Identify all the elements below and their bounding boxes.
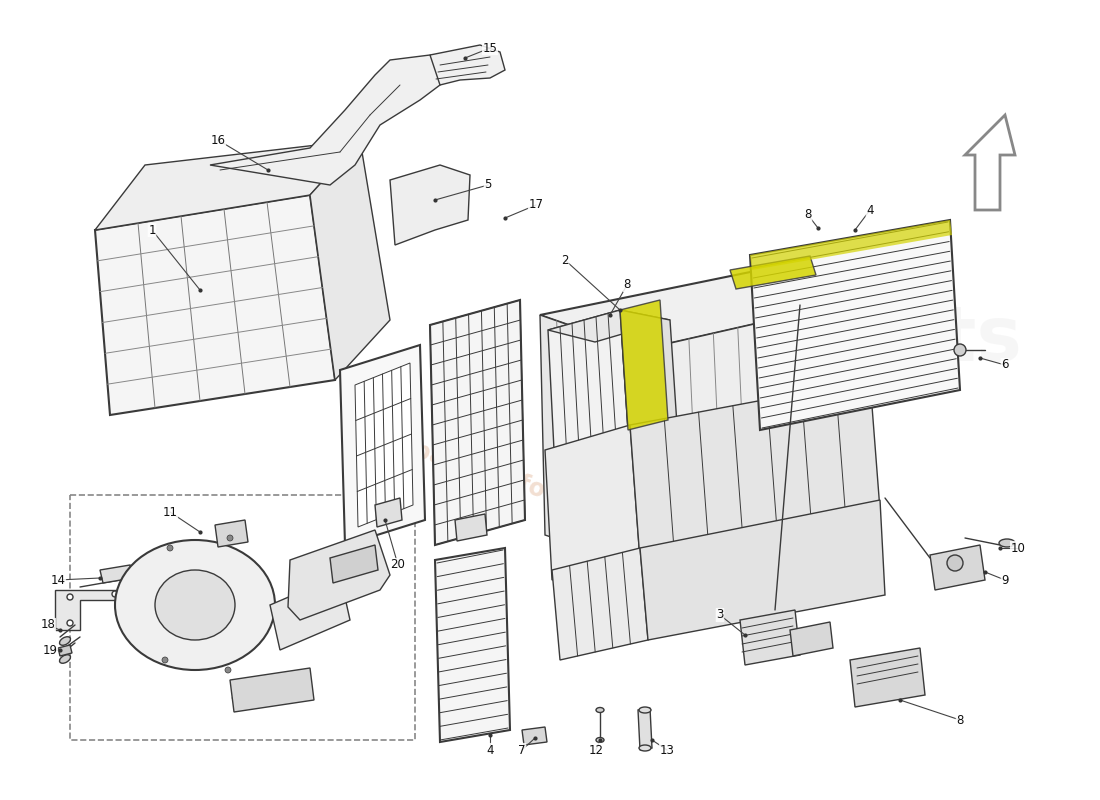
Text: 14: 14 [51, 574, 66, 586]
Polygon shape [95, 140, 360, 230]
Polygon shape [340, 345, 425, 545]
Polygon shape [540, 270, 860, 350]
Text: 8: 8 [804, 209, 812, 222]
Polygon shape [430, 300, 525, 545]
Ellipse shape [596, 738, 604, 742]
Polygon shape [310, 140, 390, 380]
Polygon shape [330, 545, 378, 583]
Circle shape [112, 591, 118, 597]
Text: 10: 10 [1011, 542, 1025, 554]
Circle shape [67, 594, 73, 600]
Circle shape [226, 667, 231, 673]
Ellipse shape [999, 539, 1015, 547]
Polygon shape [630, 380, 880, 560]
Text: 8: 8 [624, 278, 630, 291]
Polygon shape [430, 45, 505, 85]
Polygon shape [95, 195, 336, 415]
Ellipse shape [639, 745, 651, 751]
Text: 6: 6 [1001, 358, 1009, 371]
Polygon shape [552, 548, 648, 660]
Text: 17: 17 [528, 198, 543, 211]
Text: 9: 9 [1001, 574, 1009, 586]
Circle shape [947, 555, 962, 571]
Text: 1: 1 [148, 223, 156, 237]
Polygon shape [210, 55, 446, 185]
Polygon shape [640, 500, 886, 640]
Ellipse shape [596, 707, 604, 713]
Polygon shape [214, 520, 248, 547]
Text: 16: 16 [210, 134, 225, 146]
Polygon shape [522, 727, 547, 745]
Circle shape [162, 657, 168, 663]
Polygon shape [288, 530, 390, 620]
Polygon shape [544, 425, 640, 580]
Circle shape [227, 535, 233, 541]
Polygon shape [638, 708, 652, 750]
Polygon shape [620, 300, 668, 430]
Polygon shape [390, 165, 470, 245]
Polygon shape [640, 300, 870, 570]
Text: GTOparts: GTOparts [618, 303, 1022, 377]
Ellipse shape [639, 707, 651, 713]
Polygon shape [548, 310, 670, 342]
Polygon shape [620, 310, 678, 440]
Polygon shape [965, 115, 1015, 210]
Text: 4: 4 [486, 743, 494, 757]
Polygon shape [270, 575, 350, 650]
Text: 12: 12 [588, 743, 604, 757]
Text: 5: 5 [484, 178, 492, 191]
Circle shape [167, 545, 173, 551]
Polygon shape [850, 648, 925, 707]
Polygon shape [230, 668, 313, 712]
Polygon shape [100, 565, 133, 583]
Polygon shape [55, 590, 130, 630]
Polygon shape [540, 315, 650, 570]
Text: 13: 13 [660, 743, 674, 757]
Polygon shape [455, 514, 487, 541]
Polygon shape [930, 545, 984, 590]
Ellipse shape [155, 570, 235, 640]
Text: 2: 2 [561, 254, 569, 266]
Circle shape [954, 344, 966, 356]
Polygon shape [375, 498, 402, 527]
Text: 19: 19 [43, 643, 57, 657]
Polygon shape [790, 622, 833, 656]
Polygon shape [750, 220, 952, 270]
Text: 4: 4 [867, 203, 873, 217]
Polygon shape [548, 310, 628, 450]
Ellipse shape [116, 540, 275, 670]
Text: 20: 20 [390, 558, 406, 571]
Circle shape [67, 620, 73, 626]
Polygon shape [434, 548, 510, 742]
Polygon shape [740, 610, 800, 665]
Ellipse shape [59, 654, 70, 663]
Polygon shape [355, 363, 412, 527]
Text: 7: 7 [518, 743, 526, 757]
Text: a passion for parts.com: a passion for parts.com [386, 430, 693, 550]
Text: 15: 15 [483, 42, 497, 54]
Text: 3: 3 [716, 609, 724, 622]
Text: 11: 11 [163, 506, 177, 518]
Polygon shape [730, 256, 816, 289]
Polygon shape [58, 645, 72, 656]
Ellipse shape [59, 637, 70, 646]
Text: 18: 18 [41, 618, 55, 631]
Polygon shape [750, 220, 960, 430]
Text: 8: 8 [956, 714, 964, 726]
